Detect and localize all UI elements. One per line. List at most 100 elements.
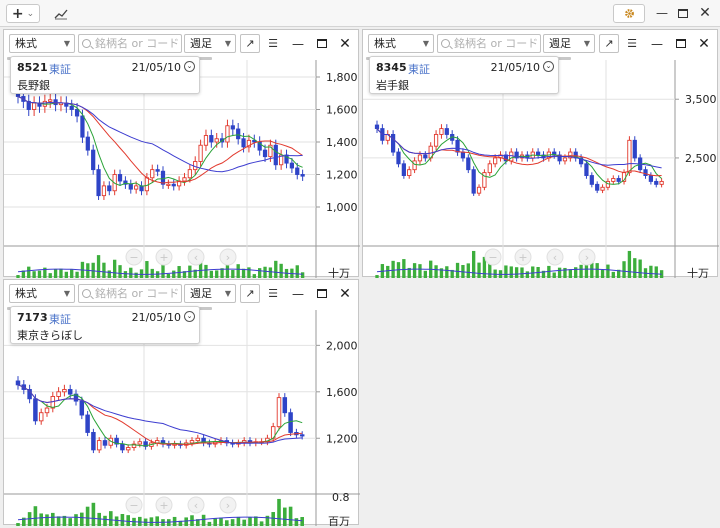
indicator-menu-button[interactable]: ☰ [263,284,283,303]
panel-toolbar: 株式 ▼ 銘柄名 or コード 週足 ▼ ↗ ☰ — ✕ [4,30,358,58]
volume-bar [97,512,101,526]
candle-body [96,440,102,451]
volume-bar [439,268,444,278]
volume-average-line [17,516,303,523]
candle-body [91,149,96,171]
chart-nav-button [219,248,237,266]
date-label: 21/05/10 [131,311,181,324]
candle-body [423,154,428,159]
chevron-down-icon[interactable]: ⌄ [543,61,554,72]
symbol-search-input[interactable]: 銘柄名 or コード [437,34,541,53]
candle-body [643,169,648,176]
close-icon[interactable]: ✕ [699,5,711,21]
candle-body [203,135,209,146]
settings-button[interactable] [613,4,645,23]
volume-bar [520,267,524,278]
minimize-icon[interactable]: — [292,36,304,51]
candle-body [273,144,278,166]
add-panel-button[interactable]: + ⌄ [6,4,40,23]
market-type-select[interactable]: 株式 ▼ [368,34,434,53]
volume-bar [407,267,411,278]
price-tick-label: 1,400 [326,136,358,149]
market-type-select[interactable]: 株式 ▼ [9,284,75,303]
volume-bar [595,263,599,278]
volume-bar [552,272,556,278]
minimize-icon[interactable]: — [656,6,668,20]
volume-bar [27,266,31,278]
minimize-icon[interactable]: — [292,286,304,301]
symbol-search-input[interactable]: 銘柄名 or コード [78,284,182,303]
chevron-down-icon: ▼ [224,39,231,48]
menu-lines-icon: ☰ [627,37,637,50]
volume-bar [207,521,212,526]
volume-bar [230,519,235,526]
volume-bar [268,267,273,278]
volume-bar [138,516,142,526]
indicator-menu-button[interactable]: ☰ [263,34,283,53]
volume-bar [32,271,36,278]
plus-icon: + [11,5,24,22]
period-select[interactable]: 週足 ▼ [184,34,236,53]
close-icon[interactable]: ✕ [698,35,710,52]
candle-body [466,157,471,171]
volume-bar [617,269,621,278]
candle-body [230,125,235,130]
chart-nav-icon: ‹ [553,251,557,264]
price-tick-label: 1,000 [326,201,358,214]
volume-bar [145,261,149,278]
candle-body [300,174,305,177]
volume-bar [445,266,449,278]
volume-bar [204,264,208,278]
maximize-icon[interactable] [675,5,691,21]
chevron-down-icon[interactable]: ⌄ [184,311,195,322]
volume-bar [258,268,262,278]
volume-bar [51,512,55,526]
candle-body [412,160,417,171]
panel-toolbar: 株式 ▼ 銘柄名 or コード 週足 ▼ ↗ ☰ — ✕ [363,30,717,58]
indicator-menu-button[interactable]: ☰ [622,34,642,53]
popout-button[interactable]: ↗ [599,34,619,53]
volume-bar [477,262,481,278]
maximize-icon[interactable] [673,35,689,52]
volume-bar [193,269,197,278]
period-select[interactable]: 週足 ▼ [184,284,236,303]
volume-bar [126,515,130,526]
volume-bar [161,261,165,278]
volume-bar [247,267,251,278]
candle-body [38,412,44,422]
volume-bar [166,273,171,278]
popout-button[interactable]: ↗ [240,284,260,303]
close-icon[interactable]: ✕ [339,285,351,302]
price-tick-label: 1,600 [326,104,358,117]
chart-nav-button [187,248,205,266]
candle-body [187,169,192,179]
symbol-search-input[interactable]: 銘柄名 or コード [78,34,182,53]
chevron-down-icon: ⌄ [26,8,35,19]
market-type-select[interactable]: 株式 ▼ [9,34,75,53]
volume-bar [56,516,61,526]
volume-bar [149,517,154,526]
chevron-down-icon[interactable]: ⌄ [184,61,195,72]
maximize-icon[interactable] [314,285,330,302]
candle-body [444,128,449,135]
volume-bar [584,262,589,278]
candle-body [654,180,659,185]
candle-body [56,391,61,397]
candle-body [236,128,241,140]
volume-bar [557,267,562,278]
volume-bar [39,513,43,526]
volume-bar [64,271,68,278]
popout-button[interactable]: ↗ [240,34,260,53]
close-icon[interactable]: ✕ [339,35,351,52]
volume-bar [600,270,605,278]
period-select[interactable]: 週足 ▼ [543,34,595,53]
chevron-down-icon: ▼ [63,289,70,298]
candle-body [182,177,187,182]
chart-line-button[interactable] [50,4,72,23]
stock-info-box: 7173 東証 21/05/10 ⌄ 東京きらぼし [10,306,200,344]
maximize-icon[interactable] [314,35,330,52]
minimize-icon[interactable]: — [651,36,663,51]
volume-bar [129,267,133,278]
stock-chart: 1,8001,6001,4001,2001,000−+‹›十万20/04/062… [4,60,360,278]
